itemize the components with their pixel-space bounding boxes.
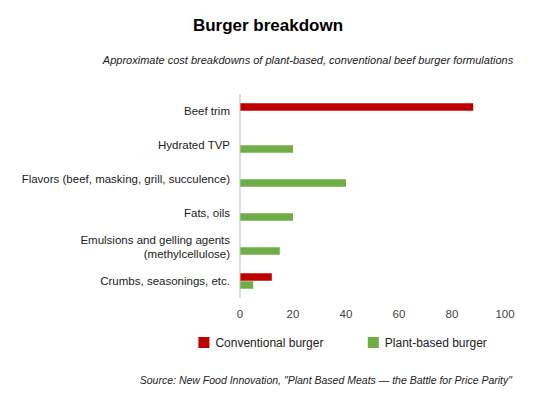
category-label: Crumbs, seasonings, etc. xyxy=(100,275,230,287)
axis-line xyxy=(240,94,241,298)
legend-swatch xyxy=(368,337,379,348)
tick-label: 40 xyxy=(340,308,353,320)
bars xyxy=(240,103,473,289)
label-line: (methylcellulose) xyxy=(144,248,230,260)
source: Source: New Food Innovation, "Plant Base… xyxy=(140,374,513,386)
bar xyxy=(240,247,280,255)
bar xyxy=(240,281,253,289)
bar xyxy=(240,213,293,221)
subtitle: Approximate cost breakdowns of plant-bas… xyxy=(102,54,514,66)
bar xyxy=(240,103,473,111)
category-label: Emulsions and gelling agents (methylcellu… xyxy=(80,234,230,260)
bar xyxy=(240,179,346,187)
category-label: Hydrated TVP xyxy=(158,139,230,151)
legend-label: Plant-based burger xyxy=(385,336,487,350)
category-label: Fats, oils xyxy=(184,207,230,219)
tick-label: 80 xyxy=(446,308,459,320)
background xyxy=(0,0,536,402)
legend-swatch xyxy=(198,337,209,348)
category-label: Beef trim xyxy=(184,105,230,117)
bar xyxy=(240,273,272,281)
tick-label: 0 xyxy=(237,308,243,320)
tick-label: 60 xyxy=(393,308,406,320)
tick-label: 20 xyxy=(287,308,300,320)
tick-label: 100 xyxy=(495,308,514,320)
title: Burger breakdown xyxy=(193,16,343,35)
bar xyxy=(240,145,293,153)
legend: Conventional burger Plant-based burger xyxy=(198,336,486,350)
legend-label: Conventional burger xyxy=(215,336,323,350)
label-line: Emulsions and gelling agents xyxy=(80,234,230,246)
category-label: Flavors (beef, masking, grill, succulenc… xyxy=(22,173,231,185)
chart: Burger breakdown Approximate cost breakdo… xyxy=(0,0,536,402)
